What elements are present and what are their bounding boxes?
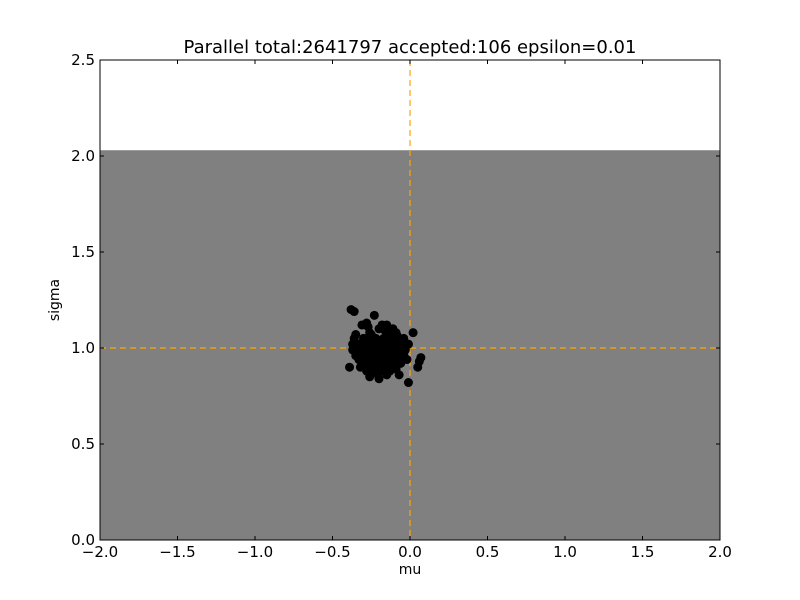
data-point [366,345,376,355]
x-tick-label: −1.5 [159,543,195,561]
data-point [382,370,392,380]
data-point [345,362,355,372]
y-axis-label: sigma [47,279,63,321]
x-tick-label: 2.0 [708,543,732,561]
data-point [374,374,384,384]
data-point [374,337,384,347]
data-point [369,310,379,320]
x-axis-label: mu [399,562,422,578]
data-point [379,362,389,372]
data-point [394,370,404,380]
chart-title: Parallel total:2641797 accepted:106 epsi… [184,37,637,58]
data-point [408,328,418,338]
x-tick-label: 1.5 [631,543,655,561]
plot-area: −2.0 −1.5 −1.0 −0.5 0.0 0.5 1.0 1.5 2.0 0.0 0.5 1.0… [71,51,732,561]
data-point [362,366,372,376]
x-tick-label: 0.5 [476,543,500,561]
x-tick-label: −0.5 [314,543,350,561]
y-tick-label: 2.0 [71,147,95,165]
y-tick-label: 1.5 [71,243,95,261]
x-tick-label: −2.0 [82,543,118,561]
y-tick-label: 2.5 [71,51,95,69]
data-point [380,347,390,357]
y-tick-label: 0.5 [71,435,95,453]
data-point [413,362,423,372]
data-point [396,337,406,347]
data-point [368,360,378,370]
data-point [394,345,404,355]
data-point [355,347,365,357]
x-tick-label: 1.0 [553,543,577,561]
y-tick-label: 1.0 [71,339,95,357]
x-tick-label: 0.0 [398,543,422,561]
x-tick-label: −1.0 [237,543,273,561]
y-tick-label: 0.0 [71,531,95,549]
data-point [365,328,375,338]
data-point [349,307,359,317]
data-point [403,378,413,388]
